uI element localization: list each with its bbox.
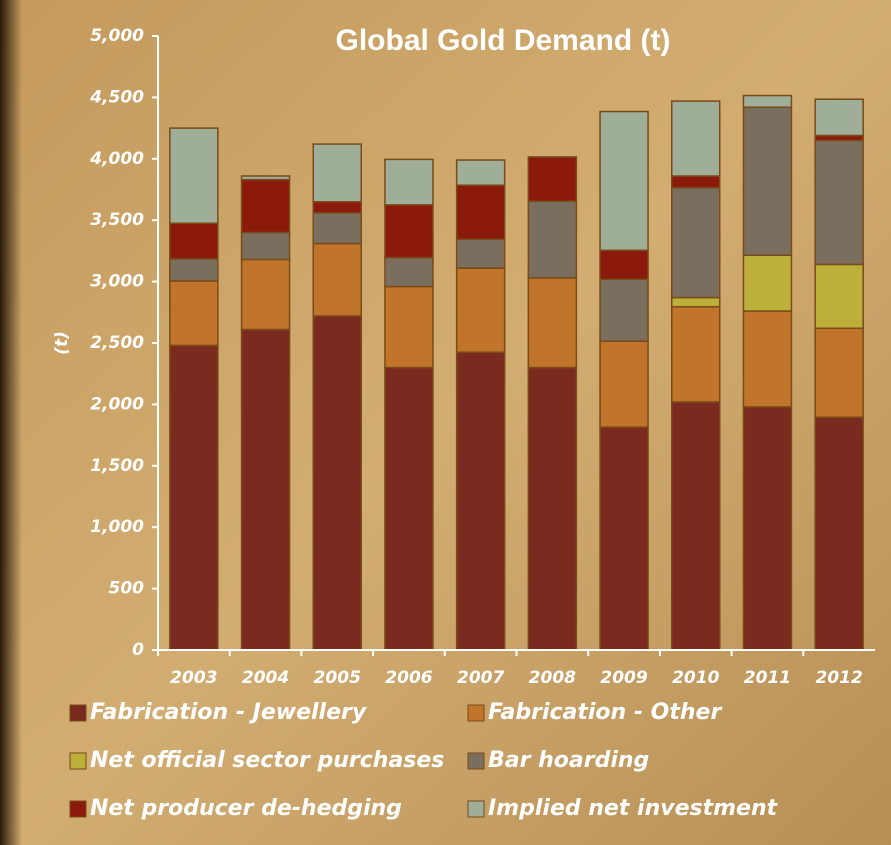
- x-tick-label: 2008: [529, 668, 576, 688]
- chart-title: Global Gold Demand (t): [336, 24, 671, 57]
- bar-segment: [814, 416, 864, 651]
- bar-segment: [384, 256, 434, 288]
- bar-segment: [455, 184, 506, 240]
- x-tick-label: 2012: [815, 668, 862, 688]
- bar-segment: [742, 94, 793, 108]
- y-tick-label: 3,500: [90, 210, 144, 230]
- bar-segment: [742, 310, 793, 408]
- bar-segment: [742, 406, 793, 651]
- x-tick-label: 2003: [170, 668, 217, 688]
- bar-segment: [742, 106, 793, 256]
- bar-segment: [527, 277, 578, 369]
- bar-segment: [312, 212, 362, 245]
- bar-segment: [384, 366, 434, 651]
- bar-segment: [312, 143, 362, 203]
- x-tick-label: 2009: [600, 668, 647, 688]
- legend-label: Fabrication - Jewellery: [90, 700, 368, 725]
- bar-segment: [455, 267, 506, 353]
- bar-segment: [455, 159, 506, 186]
- bar-segment: [814, 263, 864, 330]
- bar-segment: [671, 186, 721, 299]
- bar-segment: [312, 315, 362, 651]
- bar-segment: [240, 175, 291, 181]
- bar-segment: [384, 285, 434, 369]
- bar-segment: [671, 100, 721, 177]
- y-tick-label: 0: [132, 640, 144, 660]
- y-axis-label: (t): [52, 331, 72, 355]
- legend-swatch: [467, 752, 485, 770]
- y-tick-label: 500: [109, 579, 145, 599]
- bar-segment: [671, 306, 721, 403]
- bar-segment: [671, 401, 721, 651]
- legend-label: Net producer de-hedging: [90, 796, 402, 821]
- bar-segment: [671, 175, 721, 189]
- y-tick-label: 4,000: [89, 149, 144, 169]
- legend-swatch: [467, 704, 485, 722]
- bar-segment: [599, 249, 649, 280]
- bar-segment: [169, 258, 219, 282]
- bar-segment: [240, 231, 291, 261]
- legend-swatch: [69, 752, 87, 770]
- y-tick-label: 2,000: [90, 394, 144, 414]
- bar-segment: [240, 328, 291, 651]
- y-tick-label: 3,000: [90, 272, 144, 292]
- y-tick-label: 1,500: [90, 456, 144, 476]
- bar-segment: [599, 110, 649, 252]
- legend-swatch: [69, 704, 87, 722]
- x-tick-label: 2006: [385, 668, 432, 688]
- bar-segment: [312, 242, 362, 317]
- bar-segment: [814, 327, 864, 419]
- y-tick-label: 1,000: [90, 517, 144, 537]
- bar-segment: [742, 254, 793, 312]
- bar-segment: [814, 139, 864, 266]
- bar-segment: [814, 98, 864, 137]
- y-tick-label: 2,500: [90, 333, 144, 353]
- legend-label: Net official sector purchases: [90, 748, 444, 773]
- bar-segment: [312, 201, 362, 214]
- bar-segment: [599, 340, 649, 428]
- bar-segment: [527, 156, 578, 202]
- bar-segment: [240, 258, 291, 331]
- x-tick-label: 2005: [314, 668, 361, 688]
- legend-swatch: [69, 800, 87, 818]
- legend-label: Implied net investment: [488, 796, 779, 821]
- bar-segment: [527, 200, 578, 279]
- bar-segment: [384, 158, 434, 206]
- bar-segment: [527, 366, 578, 651]
- x-tick-label: 2004: [242, 668, 289, 688]
- bar-segment: [384, 204, 434, 259]
- bar-segment: [240, 178, 291, 234]
- edge-shadow: [0, 0, 22, 845]
- legend-swatch: [467, 800, 485, 818]
- legend-label: Fabrication - Other: [488, 700, 722, 725]
- bar-segment: [671, 296, 721, 308]
- bar-segment: [169, 127, 219, 225]
- x-tick-label: 2011: [744, 668, 791, 688]
- x-tick-label: 2010: [672, 668, 719, 688]
- bar-segment: [455, 351, 506, 651]
- bar-segment: [455, 238, 506, 269]
- bar-segment: [599, 426, 649, 651]
- bar-segment: [169, 344, 219, 651]
- legend-label: Bar hoarding: [488, 748, 649, 773]
- bar-segment: [169, 222, 219, 260]
- bar-segment: [599, 278, 649, 342]
- bar-segment: [169, 280, 219, 347]
- y-tick-label: 5,000: [90, 26, 144, 46]
- x-tick-label: 2007: [457, 668, 504, 688]
- y-tick-label: 4,500: [89, 87, 144, 107]
